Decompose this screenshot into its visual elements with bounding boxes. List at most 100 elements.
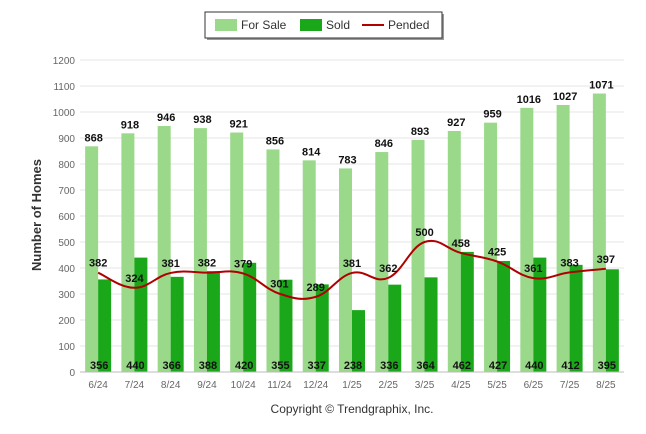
for-sale-value-label: 927 [447,117,465,129]
for-sale-bar [121,133,135,372]
for-sale-bar [556,104,570,372]
for-sale-bar [484,122,498,372]
for-sale-bar [411,139,425,372]
sold-value-label: 420 [235,360,253,372]
for-sale-value-label: 918 [121,119,139,131]
y-tick-label: 900 [58,134,75,145]
sold-value-label: 388 [199,360,217,372]
for-sale-value-label: 846 [375,138,393,150]
y-tick-label: 600 [58,212,75,223]
y-tick-label: 1000 [53,108,76,119]
x-tick-label: 12/24 [303,380,328,391]
y-axis: 0 100 200 300 400 500 600 700 800 900 1000 1100 1200 [53,56,76,379]
sold-value-label: 364 [416,360,435,372]
for-sale-bar [157,126,171,372]
sold-bar [424,277,438,372]
x-tick-label: 8/24 [161,380,181,391]
y-tick-label: 400 [58,264,75,275]
pended-line [97,239,606,300]
pended-value-label: 500 [415,227,433,239]
x-tick-label: 1/25 [342,380,362,391]
x-tick-label: 11/24 [267,380,292,391]
legend-box [204,11,443,39]
sold-bar [98,279,112,372]
sold-value-label: 440 [126,360,144,372]
pended-value-label: 324 [125,273,144,285]
for-sale-value-label: 856 [266,135,284,147]
x-tick-label: 9/24 [197,380,217,391]
sold-bar [243,262,257,372]
y-tick-label: 500 [58,238,75,249]
sold-bar [388,284,402,372]
for-sale-value-label: 814 [302,146,321,158]
legend-label-sold: Sold [326,18,350,32]
legend-swatch-for-sale [215,19,237,31]
sold-value-label: 238 [344,360,362,372]
sold-bar [352,310,365,372]
for-sale-value-label: 959 [483,109,501,121]
pended-line-layer [97,239,606,300]
for-sale-bar [520,107,534,372]
sold-bar [460,251,474,372]
sold-value-label: 366 [162,360,180,372]
sold-bar [279,279,293,372]
y-tick-label: 200 [58,316,75,327]
sold-value-label: 356 [90,360,108,372]
for-sale-bar [85,146,99,372]
legend: For Sale Sold Pended [204,11,444,40]
data-labels: 868 356 918 440 946 366 938 388 921 420 856 355 814 3… [84,80,616,372]
pended-value-label: 381 [161,258,179,270]
sold-value-label: 440 [525,360,543,372]
for-sale-value-label: 946 [157,112,175,124]
y-tick-label: 300 [58,290,75,301]
x-tick-label: 5/25 [487,380,507,391]
x-axis: 6/24 7/24 8/24 9/24 10/24 11/24 12/24 1/25 2/25 3… [80,371,624,391]
y-tick-label: 100 [58,342,75,353]
for-sale-value-label: 893 [411,126,429,138]
y-tick-label: 1200 [53,56,76,67]
sold-value-label: 395 [598,360,616,372]
x-tick-label: 7/25 [560,380,580,391]
sold-value-label: 336 [380,360,398,372]
for-sale-value-label: 938 [193,114,211,126]
for-sale-bar [375,152,389,372]
sold-value-label: 412 [561,360,579,372]
x-tick-label: 10/24 [231,380,256,391]
pended-value-label: 458 [452,238,470,250]
sold-bar [315,284,329,372]
copyright-text: Copyright © Trendgraphix, Inc. [271,402,434,416]
bars [85,93,619,372]
x-tick-label: 6/24 [88,380,108,391]
for-sale-value-label: 921 [230,119,248,131]
sold-bar [533,257,547,372]
y-tick-label: 800 [58,160,75,171]
pended-value-label: 425 [488,247,506,259]
y-tick-label: 1100 [53,82,75,93]
for-sale-bar [339,168,352,372]
legend-swatch-sold [300,19,322,31]
x-tick-label: 8/25 [596,380,616,391]
legend-label-pended: Pended [388,18,429,32]
pended-value-label: 362 [379,263,397,275]
sold-bar [206,271,220,372]
sold-bar [170,276,184,372]
for-sale-value-label: 783 [338,154,356,166]
sold-bar [497,260,511,372]
y-tick-label: 0 [69,368,75,379]
for-sale-value-label: 868 [84,132,102,144]
legend-label-for-sale: For Sale [241,18,287,32]
for-sale-bar [230,132,244,372]
pended-value-label: 361 [524,263,542,275]
y-axis-title: Number of Homes [29,159,44,271]
y-tick-label: 700 [58,186,75,197]
pended-value-label: 397 [597,254,615,266]
for-sale-bar [302,160,316,372]
for-sale-bar [592,93,606,372]
sold-value-label: 462 [453,360,471,372]
pended-value-label: 383 [560,257,578,269]
sold-bar [569,264,583,372]
sold-value-label: 337 [308,360,326,372]
for-sale-bar [266,149,280,372]
x-tick-label: 7/24 [125,380,145,391]
